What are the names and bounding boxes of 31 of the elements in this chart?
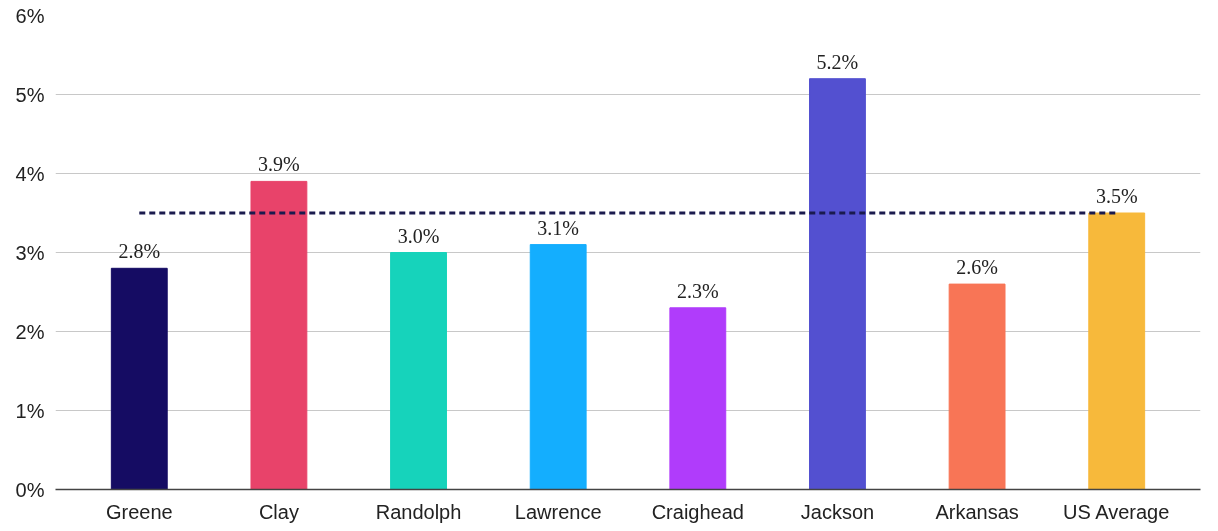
x-tick-label: Clay [258,500,299,523]
data-label: 5.2% [816,50,859,73]
bar [250,180,308,490]
y-tick-label: 0% [15,478,45,501]
bar [1088,212,1146,490]
data-label: 2.6% [956,256,998,279]
y-tick-label: 1% [15,399,45,422]
y-tick-label: 3% [15,241,45,264]
x-tick-label: US Average [1062,500,1170,523]
bar [110,267,168,490]
data-label: 3.0% [397,224,440,247]
bar [809,78,866,490]
x-tick-label: Craighead [651,500,744,523]
data-label: 3.1% [537,216,580,239]
x-tick-label: Lawrence [514,500,602,523]
y-tick-label: 5% [15,83,45,106]
data-label: 2.8% [118,240,161,263]
data-label: 3.5% [1095,185,1138,207]
bar [948,283,1006,490]
bar [529,244,587,490]
x-tick-label: Arkansas [935,500,1019,523]
x-tick-label: Greene [105,500,173,523]
bar [669,307,727,490]
y-tick-label: 2% [15,320,45,343]
x-tick-label: Randolph [375,500,462,523]
data-label: 3.9% [258,153,300,176]
x-tick-label: Jackson [800,500,875,523]
y-tick-label: 4% [15,162,45,185]
data-label: 2.3% [676,279,719,302]
bar [390,252,447,490]
y-tick-label: 6% [15,4,45,27]
